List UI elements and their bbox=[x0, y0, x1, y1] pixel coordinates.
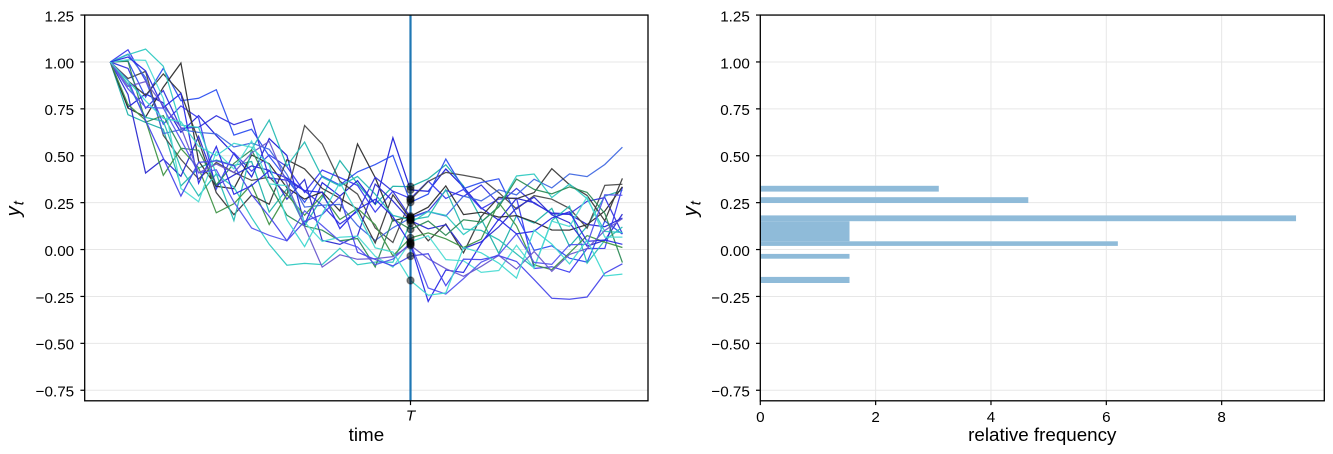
svg-text:6: 6 bbox=[1102, 409, 1110, 426]
svg-text:1.25: 1.25 bbox=[720, 8, 750, 25]
svg-text:−0.75: −0.75 bbox=[36, 384, 74, 401]
svg-text:0.00: 0.00 bbox=[45, 243, 75, 260]
svg-text:0.25: 0.25 bbox=[720, 196, 750, 213]
svg-text:1.00: 1.00 bbox=[45, 55, 75, 72]
svg-text:1.25: 1.25 bbox=[45, 8, 75, 25]
svg-text:1.00: 1.00 bbox=[720, 55, 750, 72]
svg-text:0.50: 0.50 bbox=[45, 149, 75, 166]
svg-text:T: T bbox=[406, 407, 417, 424]
svg-text:relative frequency: relative frequency bbox=[968, 424, 1117, 445]
svg-text:−0.50: −0.50 bbox=[36, 337, 74, 354]
svg-text:−0.75: −0.75 bbox=[711, 384, 749, 401]
svg-text:4: 4 bbox=[987, 409, 995, 426]
svg-text:0.75: 0.75 bbox=[45, 102, 75, 119]
svg-text:2: 2 bbox=[871, 409, 879, 426]
svg-text:−0.50: −0.50 bbox=[711, 337, 749, 354]
svg-text:time: time bbox=[349, 424, 384, 445]
svg-text:0.00: 0.00 bbox=[720, 243, 750, 260]
svg-text:0.25: 0.25 bbox=[45, 196, 75, 213]
svg-text:8: 8 bbox=[1217, 409, 1225, 426]
svg-text:−0.25: −0.25 bbox=[36, 290, 74, 307]
svg-text:0: 0 bbox=[756, 409, 764, 426]
svg-text:−0.25: −0.25 bbox=[711, 290, 749, 307]
svg-text:0.75: 0.75 bbox=[720, 102, 750, 119]
svg-text:0.50: 0.50 bbox=[720, 149, 750, 166]
